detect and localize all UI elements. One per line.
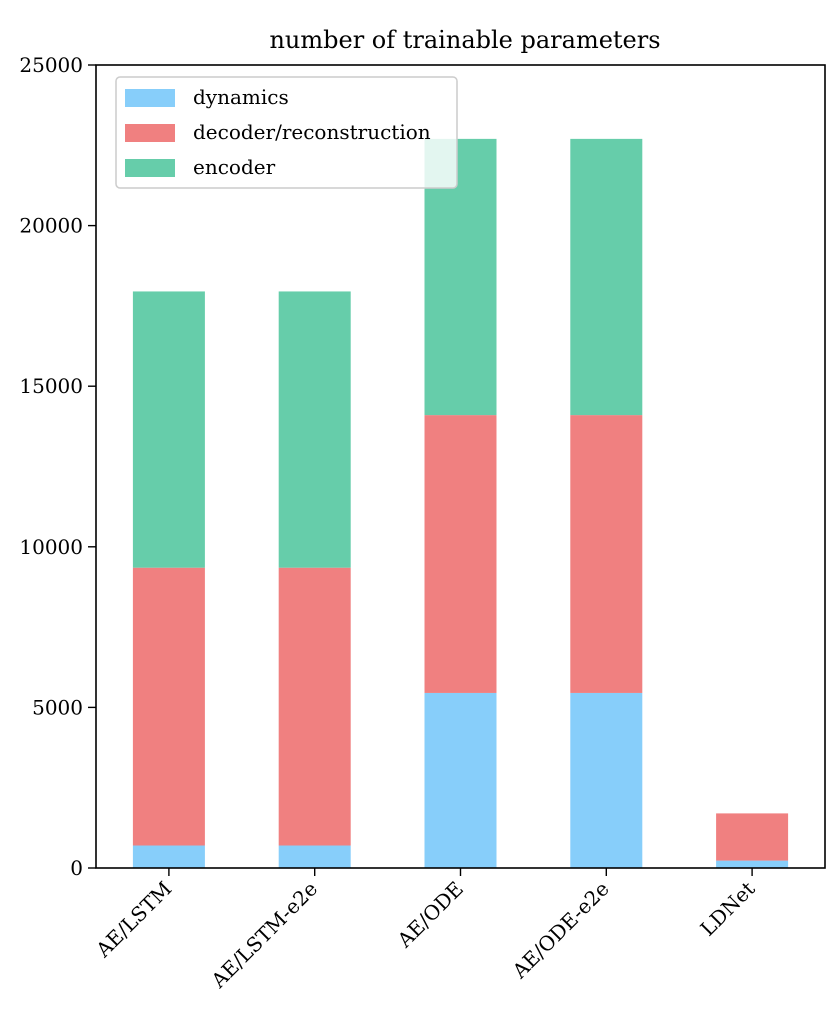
bar-segment-decoder <box>424 415 497 693</box>
x-tick-label: AE/LSTM <box>90 877 176 963</box>
chart-title: number of trainable parameters <box>269 26 660 54</box>
x-axis: AE/LSTM AE/LSTM-e2e AE/ODE AE/ODE-e2e LDNet <box>90 868 760 993</box>
bar-segment-decoder <box>570 415 643 693</box>
bar-segment-dynamics <box>424 692 497 868</box>
bar-segment-encoder <box>278 291 351 568</box>
bar-segment-dynamics <box>570 692 643 868</box>
bar-segment-decoder <box>278 567 351 846</box>
plot-frame <box>95 64 826 869</box>
bar-segment-dynamics <box>716 860 789 868</box>
bar-segment-decoder <box>716 813 789 861</box>
x-tick-label: AE/LSTM-e2e <box>206 877 322 993</box>
legend-label: encoder <box>193 155 276 179</box>
x-tick-label: AE/ODE-e2e <box>507 877 614 984</box>
x-tick-label: LDNet <box>695 877 759 941</box>
legend-box <box>115 76 458 189</box>
bar-segment-encoder <box>570 138 643 416</box>
bars-group <box>132 138 789 868</box>
y-tick-label: 0 <box>70 856 83 880</box>
legend-label: dynamics <box>193 85 289 109</box>
bar-segment-encoder <box>132 291 205 568</box>
y-axis: 0 5000 10000 15000 20000 25000 <box>19 53 96 880</box>
y-tick-label: 20000 <box>19 214 83 238</box>
y-tick-label: 10000 <box>19 535 83 559</box>
y-tick-label: 5000 <box>32 695 83 719</box>
legend-label: decoder/reconstruction <box>193 120 431 144</box>
legend-swatch <box>125 89 175 107</box>
legend-swatch <box>125 159 175 177</box>
legend: dynamics decoder/reconstruction encoder <box>115 76 458 189</box>
bar-segment-dynamics <box>278 845 351 868</box>
y-tick-label: 15000 <box>19 374 83 398</box>
bar-segment-decoder <box>132 567 205 846</box>
x-tick-label: AE/ODE <box>392 877 468 953</box>
legend-swatch <box>125 124 175 142</box>
y-tick-label: 25000 <box>19 53 83 77</box>
bar-segment-dynamics <box>132 845 205 868</box>
